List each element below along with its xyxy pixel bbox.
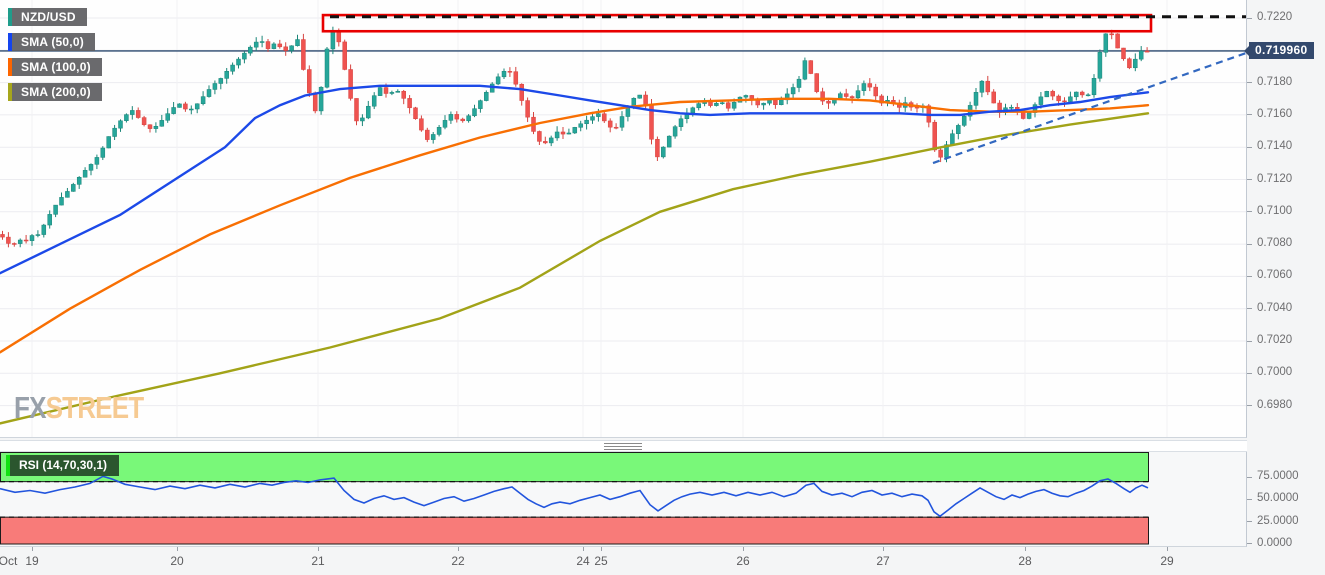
time-axis-label: 19 <box>25 554 39 568</box>
axis-tick-label: 0.6980 <box>1257 398 1293 411</box>
splitter-grip-icon[interactable] <box>604 443 642 450</box>
axis-tick-label: 75.0000 <box>1257 470 1299 483</box>
axis-tick <box>1247 308 1252 310</box>
legend-item-sma200[interactable]: SMA (200,0) <box>8 83 102 101</box>
rsi-label: RSI (14,70,30,1) <box>19 458 108 472</box>
axis-tick-label: 0.0000 <box>1257 536 1293 549</box>
axis-tick-label: 0.7020 <box>1257 334 1293 346</box>
current-price-badge: 0.719960 <box>1243 42 1315 60</box>
time-axis-label: 28 <box>1018 554 1032 568</box>
axis-tick <box>1247 543 1252 545</box>
legend-item-sma100[interactable]: SMA (100,0) <box>8 58 102 76</box>
time-axis-tick <box>1167 547 1168 551</box>
axis-tick-label: 0.7180 <box>1257 75 1293 88</box>
time-axis-label: 25 <box>594 554 608 568</box>
current-price-value: 0.719960 <box>1255 43 1308 58</box>
symbol-label: NZD/USD <box>21 10 76 24</box>
sma200-accent-bar <box>8 83 12 101</box>
rsi-legend-item[interactable]: RSI (14,70,30,1) <box>6 455 120 476</box>
axis-tick-label: 0.7040 <box>1257 301 1293 314</box>
time-axis-label: 26 <box>736 554 750 568</box>
symbol-accent-bar <box>8 8 12 26</box>
rsi-accent-bar <box>6 455 10 476</box>
rsi-panel[interactable]: RSI (14,70,30,1) <box>0 452 1247 547</box>
sma100-accent-bar <box>8 58 12 76</box>
fxstreet-watermark: FXSTREET <box>14 390 145 425</box>
axis-tick <box>1247 372 1252 374</box>
axis-tick <box>1247 498 1252 500</box>
axis-tick-label: 0.7140 <box>1257 140 1293 153</box>
axis-tick <box>1247 340 1252 342</box>
time-axis-tick <box>583 547 584 551</box>
time-axis-label: 21 <box>311 554 325 568</box>
time-axis-label: 20 <box>170 554 184 568</box>
watermark-street: STREET <box>45 390 145 425</box>
main-chart-panel[interactable]: FXSTREET NZD/USD SMA (50,0) SMA (100,0) … <box>0 0 1247 438</box>
time-axis-tick <box>601 547 602 551</box>
legend-item-symbol[interactable]: NZD/USD <box>8 8 87 26</box>
watermark-fx: FX <box>14 390 46 425</box>
axis-tick-label: 0.7060 <box>1257 269 1293 282</box>
time-axis[interactable]: Oct 19 20 21 22 24 25 26 27 28 29 <box>0 547 1247 575</box>
time-axis-tick <box>743 547 744 551</box>
time-axis-label: 24 <box>576 554 590 568</box>
panel-splitter[interactable] <box>0 440 1247 452</box>
sma50-accent-bar <box>8 33 12 51</box>
axis-tick-label: 25.0000 <box>1257 514 1299 527</box>
axis-tick <box>1247 179 1252 180</box>
axis-tick-label: 0.7220 <box>1257 11 1293 23</box>
axis-tick <box>1247 405 1252 407</box>
axis-tick <box>1247 82 1252 84</box>
sma200-label: SMA (200,0) <box>21 85 91 99</box>
time-axis-tick <box>1025 547 1026 551</box>
axis-tick-label: 0.7100 <box>1257 204 1293 217</box>
axis-tick <box>1247 476 1252 478</box>
time-axis-tick <box>883 547 884 551</box>
time-axis-label: 22 <box>451 554 465 568</box>
price-chart-canvas[interactable] <box>0 0 1246 437</box>
axis-tick <box>1247 146 1252 148</box>
sma50-label: SMA (50,0) <box>21 35 84 49</box>
time-axis-tick <box>32 547 33 551</box>
chart-legend: NZD/USD SMA (50,0) SMA (100,0) SMA (200,… <box>8 8 102 108</box>
time-axis-tick <box>318 547 319 551</box>
axis-tick-label: 0.7160 <box>1257 107 1293 120</box>
time-axis-label: 27 <box>876 554 890 568</box>
time-axis-tick <box>458 547 459 551</box>
legend-item-sma50[interactable]: SMA (50,0) <box>8 33 95 51</box>
axis-tick-label: 0.7000 <box>1257 366 1293 379</box>
axis-tick <box>1247 521 1252 523</box>
time-axis-label: Oct <box>0 554 18 568</box>
axis-tick-label: 0.7120 <box>1257 172 1293 185</box>
axis-tick-label: 50.0000 <box>1257 492 1299 505</box>
axis-tick <box>1247 275 1252 277</box>
time-axis-label: 29 <box>1160 554 1174 568</box>
time-axis-tick <box>177 547 178 551</box>
axis-tick <box>1247 243 1252 245</box>
axis-tick-label: 0.7080 <box>1257 237 1293 250</box>
price-axis[interactable]: 0.72200.72000.71800.71600.71400.71200.71… <box>1247 0 1325 575</box>
axis-tick <box>1247 211 1252 213</box>
rsi-chart-canvas[interactable] <box>0 452 1246 545</box>
axis-tick <box>1247 17 1252 19</box>
axis-tick <box>1247 114 1252 116</box>
sma100-label: SMA (100,0) <box>21 60 91 74</box>
